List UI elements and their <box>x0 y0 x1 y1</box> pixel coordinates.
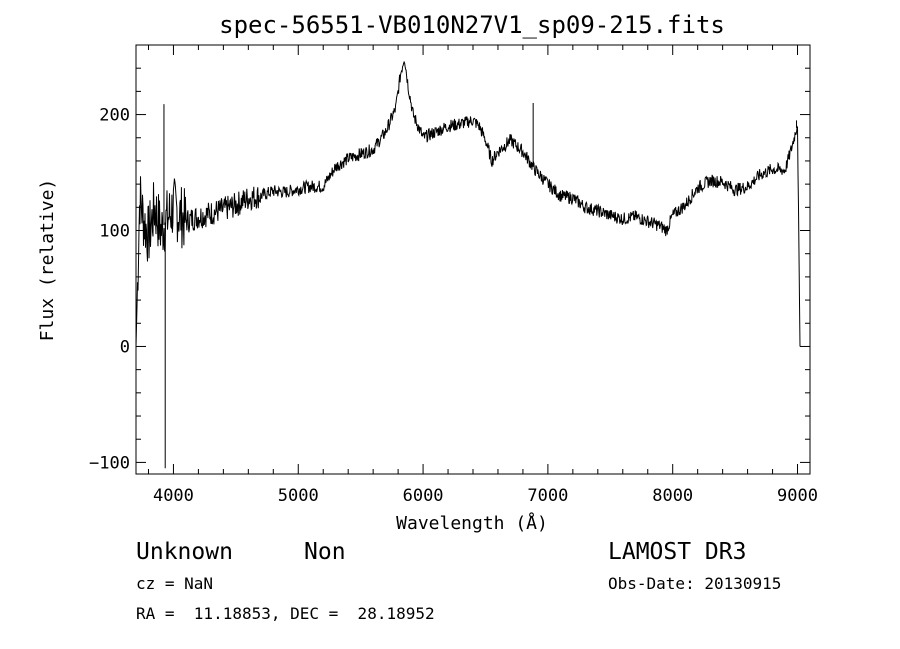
y-tick-label: 200 <box>99 106 130 126</box>
subclass-label: Non <box>304 539 346 565</box>
object-class-label: Unknown <box>136 539 233 565</box>
x-axis-ticks: 4000 5000 6000 7000 8000 9000 <box>153 45 818 506</box>
y-axis-label: Flux (relative) <box>37 179 58 342</box>
x-axis-label: Wavelength (Å) <box>396 512 548 534</box>
x-tick-label: 5000 <box>278 486 319 506</box>
x-tick-label: 9000 <box>777 486 818 506</box>
y-axis-ticks: −100 0 100 200 <box>89 106 810 473</box>
cz-label: cz = NaN <box>136 574 213 593</box>
x-tick-label: 4000 <box>153 486 194 506</box>
plot-area <box>135 60 801 469</box>
chart-title: spec-56551-VB010N27V1_sp09-215.fits <box>219 11 725 39</box>
plot-frame <box>135 44 811 475</box>
obs-date-label: Obs-Date: 20130915 <box>608 574 781 593</box>
coords-label: RA = 11.18853, DEC = 28.18952 <box>136 604 435 623</box>
y-tick-label: −100 <box>89 453 130 473</box>
survey-label: LAMOST DR3 <box>608 539 746 565</box>
y-tick-label: 0 <box>120 337 130 357</box>
x-tick-label: 8000 <box>652 486 693 506</box>
spectrum-line <box>135 60 801 347</box>
x-tick-label: 7000 <box>527 486 568 506</box>
x-tick-label: 6000 <box>403 486 444 506</box>
minor-ticks <box>136 44 810 474</box>
y-tick-label: 100 <box>99 222 130 242</box>
